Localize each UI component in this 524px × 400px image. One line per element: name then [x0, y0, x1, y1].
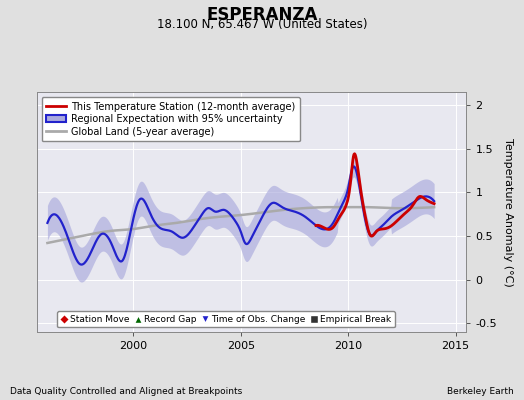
Text: 18.100 N, 65.467 W (United States): 18.100 N, 65.467 W (United States): [157, 18, 367, 31]
Text: Berkeley Earth: Berkeley Earth: [447, 387, 514, 396]
Legend: Station Move, Record Gap, Time of Obs. Change, Empirical Break: Station Move, Record Gap, Time of Obs. C…: [57, 311, 395, 328]
Y-axis label: Temperature Anomaly (°C): Temperature Anomaly (°C): [503, 138, 512, 286]
Text: ESPERANZA: ESPERANZA: [206, 6, 318, 24]
Text: Data Quality Controlled and Aligned at Breakpoints: Data Quality Controlled and Aligned at B…: [10, 387, 243, 396]
